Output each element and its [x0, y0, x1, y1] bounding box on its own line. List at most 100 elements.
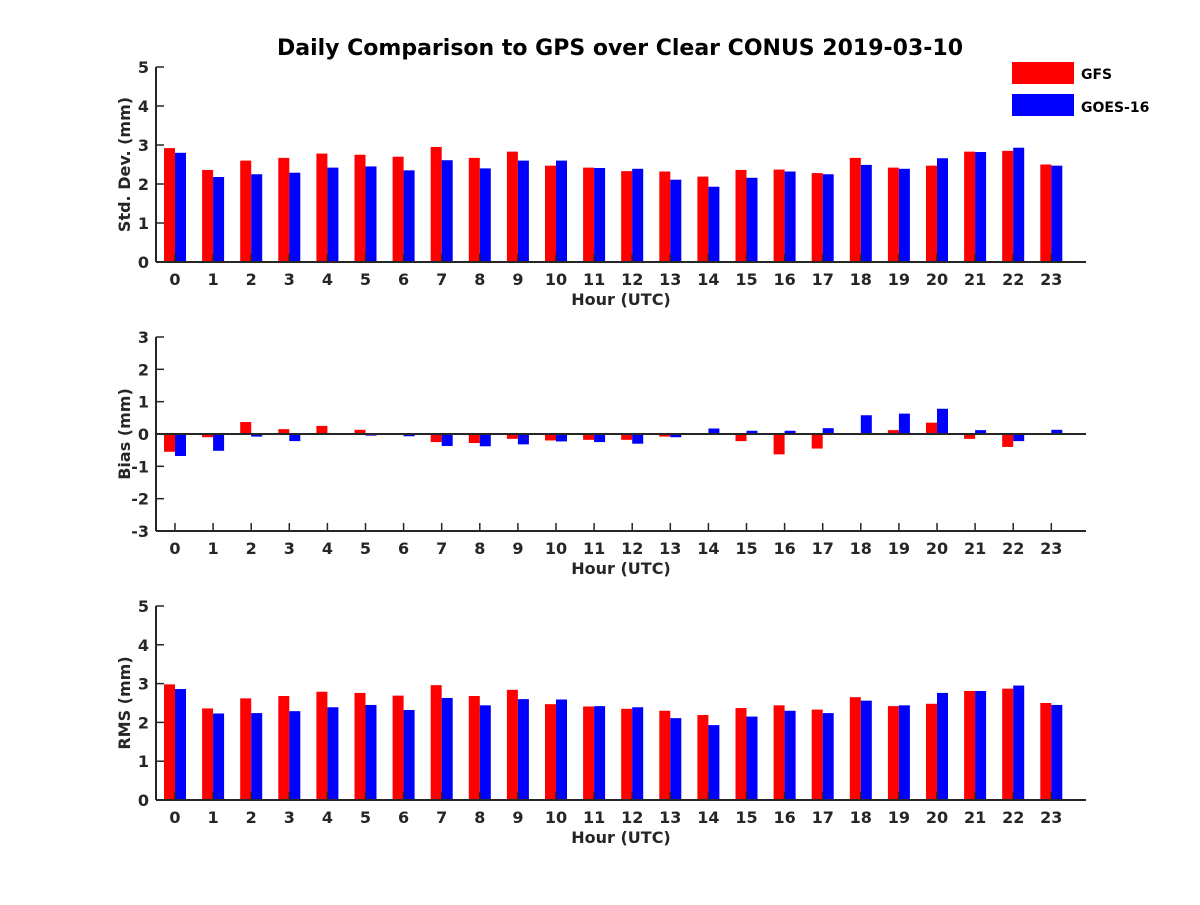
x-tick-label: 15 — [735, 270, 757, 289]
bar-gfs-hour-14 — [697, 176, 709, 262]
bar-goes16-hour-21 — [975, 430, 987, 434]
bar-gfs-hour-15 — [735, 708, 747, 800]
x-tick-label: 7 — [436, 270, 447, 289]
y-tick-label: 3 — [138, 328, 149, 347]
bar-goes16-hour-14 — [708, 725, 720, 800]
x-tick-label: 18 — [850, 808, 872, 827]
bar-goes16-hour-18 — [860, 415, 872, 434]
x-tick-label: 1 — [208, 539, 219, 558]
y-tick-label: 1 — [138, 214, 149, 233]
bar-goes16-hour-0 — [175, 152, 186, 262]
bar-goes16-hour-4 — [327, 167, 339, 262]
x-tick-label: 13 — [659, 270, 681, 289]
bar-gfs-hour-13 — [659, 710, 671, 800]
x-tick-label: 8 — [474, 539, 485, 558]
bar-goes16-hour-19 — [898, 705, 910, 800]
bar-goes16-hour-3 — [289, 711, 301, 800]
x-tick-label: 0 — [169, 539, 180, 558]
bar-goes16-hour-15 — [746, 716, 758, 800]
bar-gfs-hour-16 — [773, 705, 785, 800]
bar-goes16-hour-15 — [746, 430, 758, 434]
x-tick-label: 0 — [169, 808, 180, 827]
y-tick-label: 2 — [138, 713, 149, 732]
bar-goes16-hour-20 — [937, 158, 948, 262]
bar-gfs-hour-12 — [621, 434, 633, 440]
x-tick-label: 5 — [360, 808, 371, 827]
x-tick-label: 20 — [926, 539, 948, 558]
x-tick-label: 17 — [812, 808, 834, 827]
x-tick-label: 21 — [964, 539, 986, 558]
x-tick-label: 16 — [773, 539, 795, 558]
x-tick-label: 15 — [735, 539, 757, 558]
y-tick-label: 1 — [138, 752, 149, 771]
bar-goes16-hour-23 — [1051, 429, 1063, 434]
x-tick-label: 7 — [436, 539, 447, 558]
x-tick-label: 9 — [512, 539, 523, 558]
x-tick-label: 9 — [512, 270, 523, 289]
x-axis-label: Hour (UTC) — [571, 559, 671, 578]
bar-goes16-hour-13 — [670, 179, 682, 262]
x-tick-label: 9 — [512, 808, 523, 827]
bar-gfs-hour-19 — [887, 706, 899, 800]
x-tick-label: 17 — [812, 539, 834, 558]
bar-gfs-hour-20 — [926, 703, 937, 800]
x-tick-label: 2 — [246, 539, 257, 558]
legend: GFS GOES-16 — [1012, 62, 1149, 116]
x-tick-label: 21 — [964, 270, 986, 289]
bar-gfs-hour-4 — [316, 691, 328, 800]
y-tick-label: 0 — [138, 425, 149, 444]
bar-gfs-hour-18 — [849, 157, 861, 262]
bar-gfs-hour-0 — [164, 684, 175, 800]
bar-goes16-hour-1 — [213, 176, 225, 262]
x-tick-label: 14 — [697, 539, 719, 558]
x-tick-label: 6 — [398, 808, 409, 827]
x-tick-label: 20 — [926, 270, 948, 289]
bar-gfs-hour-8 — [468, 696, 480, 800]
bar-goes16-hour-4 — [327, 707, 339, 800]
bar-gfs-hour-10 — [545, 704, 556, 800]
bar-gfs-hour-15 — [735, 169, 747, 262]
bar-goes16-hour-19 — [898, 168, 910, 262]
y-tick-label: 3 — [138, 675, 149, 694]
bar-goes16-hour-17 — [822, 428, 834, 434]
bar-gfs-hour-0 — [164, 434, 175, 452]
bar-goes16-hour-11 — [594, 706, 606, 800]
bar-goes16-hour-5 — [365, 704, 377, 800]
x-tick-label: 3 — [284, 539, 295, 558]
bar-gfs-hour-19 — [887, 167, 899, 262]
bar-goes16-hour-16 — [784, 430, 796, 434]
bar-goes16-hour-9 — [517, 699, 529, 800]
x-tick-label: 11 — [583, 539, 605, 558]
y-axis-label: Std. Dev. (mm) — [115, 97, 134, 232]
y-tick-label: -1 — [131, 457, 149, 476]
x-tick-label: 18 — [850, 270, 872, 289]
bar-gfs-hour-8 — [468, 434, 480, 444]
y-tick-label: 5 — [138, 58, 149, 77]
bar-goes16-hour-7 — [441, 160, 453, 262]
bar-gfs-hour-9 — [506, 689, 518, 800]
x-tick-label: 11 — [583, 270, 605, 289]
y-tick-label: 4 — [138, 97, 149, 116]
bar-goes16-hour-17 — [822, 713, 834, 800]
bar-goes16-hour-0 — [175, 434, 186, 456]
bar-goes16-hour-17 — [822, 174, 834, 262]
bar-gfs-hour-3 — [278, 157, 290, 262]
bar-gfs-hour-13 — [659, 171, 671, 262]
x-tick-label: 8 — [474, 270, 485, 289]
bar-gfs-hour-19 — [887, 430, 899, 434]
bar-gfs-hour-9 — [506, 434, 518, 439]
x-axis-label: Hour (UTC) — [571, 290, 671, 309]
y-tick-label: 0 — [138, 791, 149, 810]
bar-gfs-hour-12 — [621, 708, 633, 800]
bar-gfs-hour-11 — [583, 706, 595, 800]
bar-gfs-hour-17 — [811, 709, 823, 800]
bar-gfs-hour-17 — [811, 434, 823, 449]
bar-gfs-hour-13 — [659, 434, 671, 437]
x-tick-label: 13 — [659, 539, 681, 558]
x-tick-label: 8 — [474, 808, 485, 827]
x-tick-label: 6 — [398, 270, 409, 289]
bar-gfs-hour-1 — [202, 169, 214, 262]
